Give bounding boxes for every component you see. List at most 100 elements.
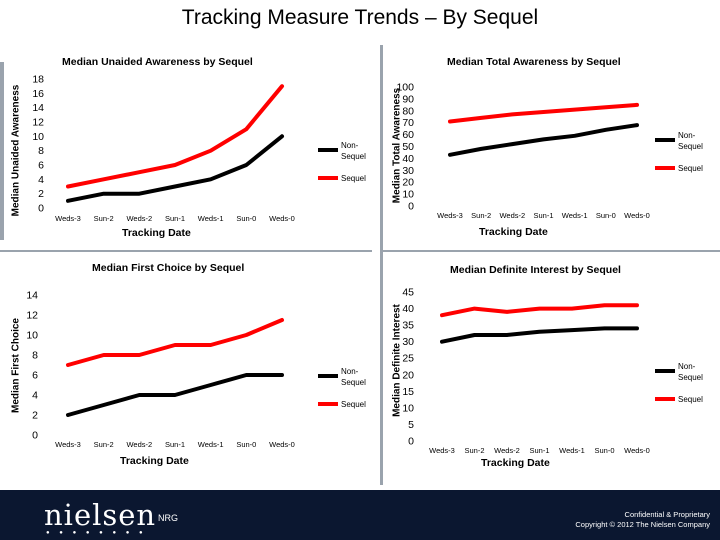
chart-1-ytick: 8 <box>38 145 44 157</box>
chart-4-title: Median Definite Interest by Sequel <box>450 264 621 276</box>
chart-3-series-non-sequel-line <box>66 373 284 417</box>
chart-2-ytick: 60 <box>402 129 414 141</box>
chart-1-ytick: 4 <box>38 174 44 186</box>
chart-1-series-sequel-line <box>66 84 284 189</box>
chart-3-xtick: Weds-1 <box>198 440 224 449</box>
chart-3-ytick: 14 <box>26 290 38 302</box>
chart-2-ytick: 40 <box>402 153 414 165</box>
left-accent-bar <box>0 62 4 240</box>
chart-4-ytick: 40 <box>402 303 414 315</box>
chart-4-xtick: Weds-1 <box>559 446 585 455</box>
footer-bar <box>0 490 720 540</box>
chart-1-series-non-sequel-line <box>66 134 284 203</box>
chart-4-legend-label: Sequel <box>678 395 703 404</box>
chart-4-ytick: 25 <box>402 353 414 365</box>
chart-4-xlabel: Tracking Date <box>481 457 550 469</box>
chart-1-ytick: 14 <box>32 102 44 114</box>
chart-1-title: Median Unaided Awareness by Sequel <box>62 56 253 68</box>
chart-4-xtick: Weds-0 <box>624 446 650 455</box>
chart-4-series-non-sequel-line <box>440 326 639 344</box>
chart-4-ytick: 15 <box>402 386 414 398</box>
chart-2-ytick: 30 <box>402 165 414 177</box>
chart-2-series-non-sequel-line <box>448 123 639 157</box>
confidential-notice: Confidential & Proprietary Copyright © 2… <box>575 510 710 530</box>
chart-4-xtick: Weds-2 <box>494 446 520 455</box>
chart-1-legend-label: Sequel <box>341 152 366 161</box>
chart-1-xtick: Sun-0 <box>236 214 256 223</box>
horizontal-divider-right <box>383 250 720 252</box>
confidential-line-1: Confidential & Proprietary <box>624 510 710 519</box>
chart-2-ytick: 90 <box>402 93 414 105</box>
nielsen-logo: nielsen <box>44 498 157 532</box>
chart-4-ytick: 10 <box>402 402 414 414</box>
chart-3-ytick: 10 <box>26 330 38 342</box>
chart-2-ytick: 70 <box>402 117 414 129</box>
chart-4-ytick: 5 <box>408 419 414 431</box>
chart-2-xtick: Weds-0 <box>624 211 650 220</box>
chart-1-xtick: Sun-2 <box>94 214 114 223</box>
chart-1-xtick: Weds-0 <box>269 214 295 223</box>
chart-1-ytick: 12 <box>32 117 44 129</box>
chart-4-ytick: 35 <box>402 320 414 332</box>
chart-2-legend-label: Non- <box>678 131 696 140</box>
chart-2-ytick: 20 <box>402 177 414 189</box>
chart-2-ytick: 10 <box>402 189 414 201</box>
chart-1-ytick: 10 <box>32 131 44 143</box>
chart-2-xtick: Sun-1 <box>533 211 553 220</box>
chart-1-xtick: Weds-3 <box>55 214 81 223</box>
chart-3-xtick: Weds-2 <box>126 440 152 449</box>
chart-2-xtick: Weds-1 <box>562 211 588 220</box>
chart-1-xtick: Weds-2 <box>126 214 152 223</box>
chart-3-xtick: Sun-0 <box>236 440 256 449</box>
chart-1-xtick: Sun-1 <box>165 214 185 223</box>
chart-1-ytick: 6 <box>38 160 44 172</box>
chart-3-xlabel: Tracking Date <box>120 455 189 467</box>
chart-3-legend-label: Non- <box>341 367 359 376</box>
chart-4-xtick: Sun-0 <box>594 446 614 455</box>
copyright-line: Copyright © 2012 The Nielsen Company <box>575 520 710 529</box>
chart-1-legend-label: Sequel <box>341 174 366 183</box>
chart-2-ytick: 100 <box>396 82 414 94</box>
horizontal-divider-left <box>0 250 372 252</box>
chart-3-ytick: 12 <box>26 310 38 322</box>
chart-1-xtick: Weds-1 <box>198 214 224 223</box>
chart-4-xtick: Sun-1 <box>529 446 549 455</box>
chart-1-legend-label: Non- <box>341 141 359 150</box>
chart-1-ytick: 16 <box>32 88 44 100</box>
chart-3-series-sequel-line <box>66 318 284 367</box>
slide-title: Tracking Measure Trends – By Sequel <box>181 6 539 29</box>
chart-2-series-sequel-line <box>448 102 639 124</box>
chart-3-title: Median First Choice by Sequel <box>92 262 245 274</box>
chart-1-ytick: 18 <box>32 74 44 86</box>
vertical-divider <box>380 45 383 485</box>
chart-2-legend-label: Sequel <box>678 164 703 173</box>
chart-2-xtick: Weds-3 <box>437 211 463 220</box>
chart-1-xlabel: Tracking Date <box>122 227 191 239</box>
chart-3-ytick: 6 <box>32 370 38 382</box>
chart-3-ytick: 8 <box>32 350 38 362</box>
chart-2-legend-label: Sequel <box>678 142 703 151</box>
chart-2-ytick: 50 <box>402 141 414 153</box>
chart-2-title: Median Total Awareness by Sequel <box>447 56 621 68</box>
chart-2-xtick: Sun-2 <box>471 211 491 220</box>
chart-3-xtick: Sun-1 <box>165 440 185 449</box>
chart-3-xtick: Sun-2 <box>94 440 114 449</box>
chart-2-ytick: 80 <box>402 105 414 117</box>
chart-1-ytick: 2 <box>38 188 44 200</box>
chart-1-ytick: 0 <box>38 203 44 215</box>
chart-4-ytick: 20 <box>402 369 414 381</box>
chart-3-ytick: 4 <box>32 390 38 402</box>
chart-2-xtick: Weds-2 <box>499 211 525 220</box>
chart-4-ytick: 45 <box>402 287 414 299</box>
nrg-label: NRG <box>158 513 178 523</box>
chart-3-ytick: 2 <box>32 410 38 422</box>
chart-4-series-sequel-line <box>440 303 639 318</box>
logo-dots: ● ● ● ● ● ● ● ● <box>46 530 147 536</box>
chart-4-xtick: Sun-2 <box>464 446 484 455</box>
chart-4-ytick: 0 <box>408 436 414 448</box>
chart-2-xlabel: Tracking Date <box>479 226 548 238</box>
chart-4-legend-label: Sequel <box>678 373 703 382</box>
chart-4-xtick: Weds-3 <box>429 446 455 455</box>
chart-2-xtick: Sun-0 <box>596 211 616 220</box>
